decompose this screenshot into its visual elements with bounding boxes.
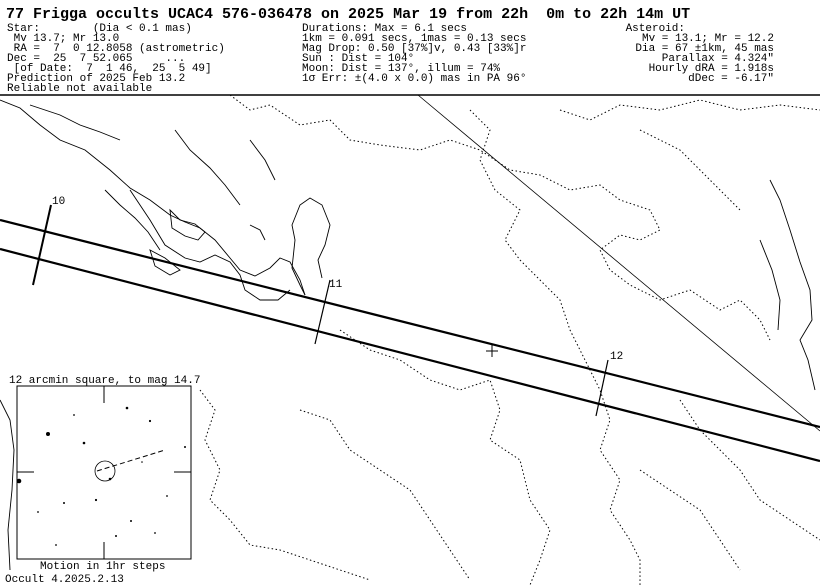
- info-line: 1σ Err: ±(4.0 x 0.0) mas in PA 96°: [302, 73, 526, 85]
- coast: [174, 129, 241, 206]
- path-south-limit: [0, 247, 820, 463]
- map-center-cross: [486, 345, 498, 357]
- border: [639, 129, 741, 211]
- star: [73, 414, 75, 416]
- star: [16, 478, 22, 484]
- star: [184, 446, 186, 448]
- star: [108, 477, 112, 481]
- software-version: Occult 4.2025.2.13: [5, 574, 124, 585]
- coast: [249, 139, 276, 181]
- island: [169, 208, 206, 241]
- coast: [759, 239, 781, 331]
- coast: [29, 104, 121, 141]
- star: [63, 502, 65, 504]
- sigma-line: [417, 94, 820, 432]
- inset-frame: [16, 385, 192, 560]
- info-line: Mv 13.7; Mr 13.0: [7, 33, 119, 45]
- island: [149, 249, 181, 276]
- info-line: Dec = 25 7 52.065 ...: [7, 53, 185, 65]
- info-line: dDec = -6.17": [688, 73, 774, 85]
- star: [130, 520, 132, 522]
- star: [125, 406, 129, 410]
- border: [229, 94, 771, 341]
- star: [141, 461, 143, 463]
- star: [115, 535, 117, 537]
- info-line: Prediction of 2025 Feb 13.2: [7, 73, 185, 85]
- info-line: Dia = 67 ±1km, 45 mas: [635, 43, 774, 55]
- time-tick: [32, 204, 52, 286]
- title: 77 Frigga occults UCAC4 576-036478 on 20…: [6, 6, 690, 23]
- coast: [0, 99, 306, 296]
- coast: [129, 189, 291, 301]
- star: [55, 544, 57, 546]
- coast: [104, 189, 161, 251]
- info-line: 1km = 0.091 secs, 1mas = 0.13 secs: [302, 33, 526, 45]
- inset-motion-label: Motion in 1hr steps: [40, 561, 165, 573]
- inset-caption: 12 arcmin square, to mag 14.7: [9, 375, 200, 387]
- time-label: 10: [52, 196, 65, 208]
- motion-track: [96, 449, 166, 472]
- target-circle: [94, 460, 116, 482]
- info-line: Mag Drop: 0.50 [37%]v, 0.43 [33%]r: [302, 43, 526, 55]
- border: [469, 109, 641, 585]
- star: [148, 419, 152, 423]
- star: [154, 532, 156, 534]
- star: [166, 495, 168, 497]
- time-tick: [314, 279, 331, 345]
- border: [559, 99, 820, 121]
- coast: [0, 399, 15, 571]
- inset-crosshair: [17, 386, 191, 559]
- star: [82, 441, 86, 445]
- star: [46, 432, 50, 436]
- info-line: Star: (Dia < 0.1 mas): [7, 23, 192, 35]
- coast: [291, 197, 331, 296]
- info-line: Asteroid:: [626, 23, 685, 35]
- coastlines: [0, 99, 816, 571]
- path-north-limit: [0, 218, 820, 429]
- coast: [769, 179, 816, 391]
- star-info: Star: (Dia < 0.1 mas) Mv 13.7; Mr 13.0 R…: [7, 23, 225, 95]
- info-line: Mv = 13.1; Mr = 12.2: [642, 33, 774, 45]
- border: [639, 469, 741, 571]
- time-tick: [595, 359, 609, 417]
- time-label: 12: [610, 351, 623, 363]
- coast: [249, 224, 266, 241]
- info-line: Hourly dRA = 1.918s: [649, 63, 774, 75]
- info-line: Moon: Dist = 137°, illum = 74%: [302, 63, 500, 75]
- info-line: Durations: Max = 6.1 secs: [302, 23, 467, 35]
- star-chart-inset: 12 arcmin square, to mag 14.7 Motion in …: [9, 375, 200, 573]
- info-line: RA = 7 0 12.8058 (astrometric): [7, 43, 225, 55]
- info-line: [of Date: 7 1 46, 25 5 49]: [7, 63, 212, 75]
- star: [37, 511, 39, 513]
- info-line: Sun : Dist = 104°: [302, 53, 414, 65]
- shadow-path: 10 11 12: [0, 94, 820, 463]
- info-line: Parallax = 4.324": [662, 53, 774, 65]
- inset-stars: [16, 406, 186, 546]
- star: [94, 498, 98, 502]
- time-label: 11: [329, 279, 343, 291]
- info-line: Reliable not available: [7, 83, 152, 95]
